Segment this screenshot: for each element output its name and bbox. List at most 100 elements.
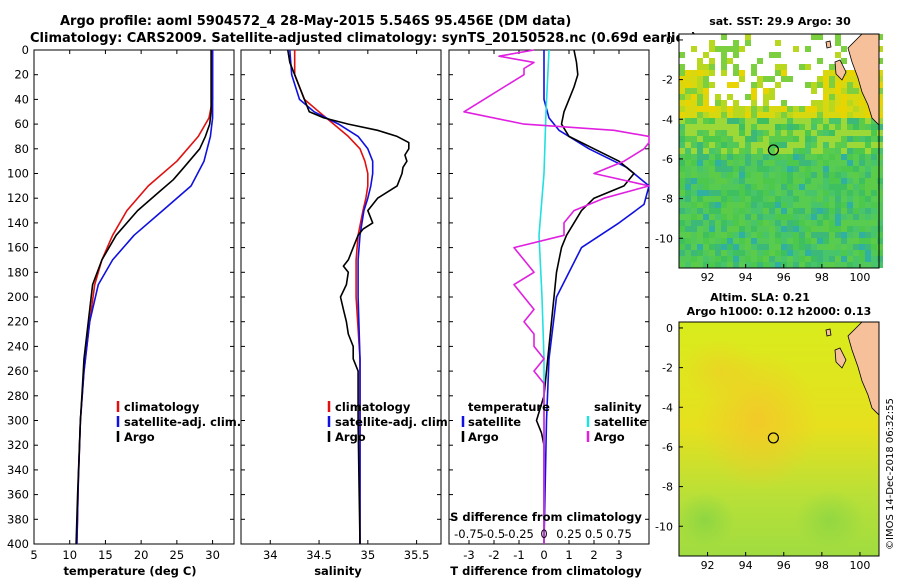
sst-cell [769, 196, 775, 202]
land-islet-shape [825, 328, 832, 337]
sst-cell [859, 190, 865, 196]
sst-cell [691, 220, 697, 226]
depth-tick-label: 80 [14, 142, 29, 156]
sst-cell [769, 202, 775, 208]
sst-cell [841, 136, 847, 142]
sst-cell [817, 124, 823, 130]
sst-cell [685, 160, 691, 166]
sst-cell [823, 106, 829, 112]
sst-cell [751, 208, 757, 214]
sst-cell [853, 178, 859, 184]
sst-cell [841, 82, 847, 88]
sst-cell [853, 166, 859, 172]
sst-cell [727, 166, 733, 172]
sst-cell [769, 52, 775, 58]
sst-cell [835, 130, 841, 136]
sst-cell [697, 142, 703, 148]
sst-cell [829, 160, 835, 166]
sst-cell [769, 124, 775, 130]
sst-cell [811, 226, 817, 232]
sst-cell [715, 184, 721, 190]
sst-cell [733, 262, 739, 268]
sst-cell [727, 172, 733, 178]
sst-cell [775, 250, 781, 256]
sst-cell [865, 112, 871, 118]
sst-cell [829, 70, 835, 76]
sst-cell [757, 190, 763, 196]
land-island-shape [834, 347, 847, 369]
sst-cell [841, 178, 847, 184]
sst-cell [769, 232, 775, 238]
sst-cell [703, 148, 709, 154]
sst-cell [823, 172, 829, 178]
sst-cell [775, 214, 781, 220]
sst-cell [727, 238, 733, 244]
sst-cell [703, 154, 709, 160]
sst-cell [877, 184, 883, 190]
sst-cell [781, 256, 787, 262]
sst-cell [859, 244, 865, 250]
sst-cell [751, 226, 757, 232]
legend-t-argo-label: Argo [468, 430, 499, 444]
sst-cell [781, 148, 787, 154]
sst-cell [847, 214, 853, 220]
sst-cell [829, 250, 835, 256]
sst-cell [823, 100, 829, 106]
sst-cell [715, 142, 721, 148]
sst-cell [703, 214, 709, 220]
sst-cell [709, 130, 715, 136]
sst-cell [733, 220, 739, 226]
sst-cell [691, 94, 697, 100]
sst-cell [823, 226, 829, 232]
sst-cell [739, 118, 745, 124]
sst-cell [841, 238, 847, 244]
sst-cell [793, 118, 799, 124]
sst-cell [811, 172, 817, 178]
map-y-tick-label: 0 [666, 322, 673, 335]
sst-cell [703, 196, 709, 202]
sst-cell [847, 82, 853, 88]
legend-s-satellite-label: satellite [594, 415, 647, 429]
sst-cell [745, 154, 751, 160]
sst-cell [721, 226, 727, 232]
sst-cell [877, 232, 883, 238]
sst-cell [871, 166, 877, 172]
sst-cell [775, 226, 781, 232]
sst-cell [811, 118, 817, 124]
sst-cell [775, 190, 781, 196]
sst-cell [751, 130, 757, 136]
sst-cell [823, 166, 829, 172]
sst-cell [691, 202, 697, 208]
sst-cell [709, 82, 715, 88]
sst-cell [817, 142, 823, 148]
sst-cell [793, 250, 799, 256]
map-x-tick-label: 98 [815, 271, 829, 284]
sst-cell [715, 100, 721, 106]
sst-cell [745, 34, 751, 40]
sst-cell [679, 76, 685, 82]
sst-cell [793, 46, 799, 52]
sst-cell [781, 196, 787, 202]
sst-cell [751, 166, 757, 172]
sst-cell [775, 154, 781, 160]
sst-cell [829, 130, 835, 136]
sst-cell [769, 238, 775, 244]
sst-cell [721, 220, 727, 226]
sst-cell [751, 184, 757, 190]
sla-low-region [679, 492, 735, 548]
sst-cell [823, 256, 829, 262]
sst-cell [805, 136, 811, 142]
sst-cell [781, 112, 787, 118]
sst-cell [721, 34, 727, 40]
sst-cell [685, 220, 691, 226]
sst-cell [817, 208, 823, 214]
sst-cell [805, 124, 811, 130]
sst-cell [799, 202, 805, 208]
sst-cell [721, 118, 727, 124]
sst-cell [871, 196, 877, 202]
legend-argo-label: Argo [335, 430, 366, 444]
sst-cell [763, 166, 769, 172]
sst-cell [691, 196, 697, 202]
sst-cell [715, 196, 721, 202]
sst-cell [715, 166, 721, 172]
